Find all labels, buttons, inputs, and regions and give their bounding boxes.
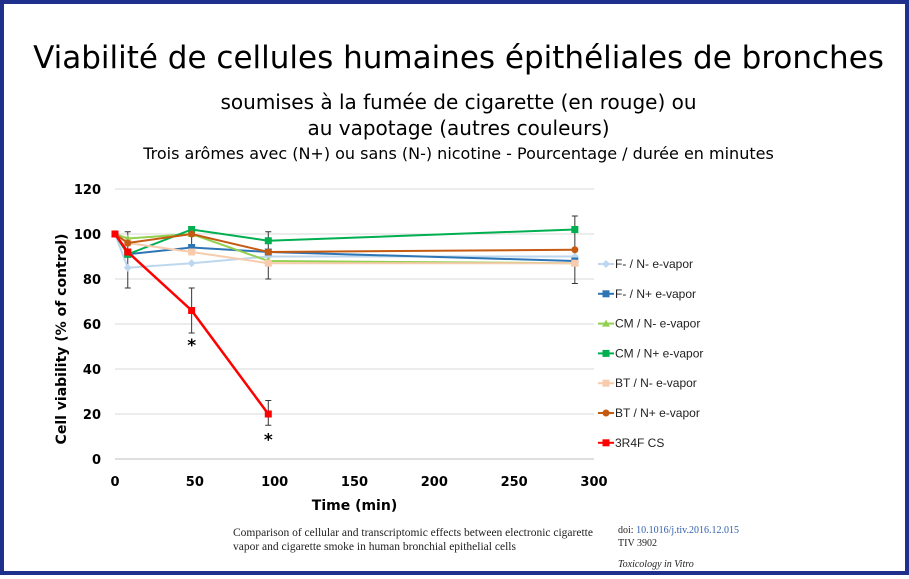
- y-tick-label: 0: [92, 453, 101, 468]
- y-tick-label: 60: [83, 318, 101, 333]
- series-line: [113, 233, 270, 415]
- subtitle-line-3: Trois arômes avec (N+) ou sans (N-) nico…: [143, 144, 774, 163]
- legend-label: F- / N- e-vapor: [615, 257, 693, 271]
- x-tick-label: 0: [110, 475, 119, 490]
- data-point: [571, 259, 579, 267]
- data-point: [188, 307, 196, 314]
- data-point: [264, 259, 272, 267]
- reference-doi-label: doi:: [618, 525, 634, 536]
- legend-swatch-marker: [602, 409, 610, 417]
- y-tick-label: 100: [74, 228, 101, 243]
- reference-title: Comparison of cellular and transcriptomi…: [233, 527, 593, 553]
- data-point: [571, 226, 579, 233]
- y-tick-label: 20: [83, 408, 101, 423]
- legend-label: BT / N- e-vapor: [615, 376, 697, 390]
- data-point: [124, 239, 132, 247]
- legend-label: CM / N- e-vapor: [615, 317, 700, 331]
- legend-swatch-marker: [602, 379, 610, 387]
- legend-label: F- / N+ e-vapor: [615, 287, 696, 301]
- y-tick-label: 80: [83, 273, 101, 288]
- data-point: [187, 259, 196, 268]
- data-point: [188, 226, 196, 233]
- y-tick-label: 120: [74, 183, 101, 198]
- legend-swatch-marker: [602, 349, 610, 357]
- data-point: [188, 230, 196, 238]
- data-point: [571, 246, 579, 254]
- y-axis-label: Cell viability (% of control): [54, 234, 70, 445]
- x-axis-label: Time (min): [312, 498, 397, 514]
- legend-swatch-marker: [602, 290, 610, 298]
- legend-label: CM / N+ e-vapor: [615, 346, 703, 360]
- reference-tiv: TIV 3902: [618, 538, 657, 549]
- x-tick-label: 250: [501, 475, 528, 490]
- x-tick-label: 300: [580, 475, 607, 490]
- data-point: [264, 237, 272, 245]
- data-point: [188, 248, 196, 256]
- x-tick-label: 100: [261, 475, 288, 490]
- reference-journal: Toxicology in Vitro: [618, 559, 694, 570]
- data-point: [264, 248, 272, 256]
- legend-swatch-marker: [602, 260, 610, 268]
- legend-label: BT / N+ e-vapor: [615, 406, 700, 420]
- subtitle-line-1: soumises à la fumée de cigarette (en rou…: [220, 90, 697, 114]
- reference-doi-link[interactable]: 10.1016/j.tiv.2016.12.015: [636, 525, 740, 536]
- data-point: [264, 410, 272, 418]
- x-tick-label: 150: [341, 475, 368, 490]
- data-point: [123, 263, 132, 272]
- significance-asterisk: *: [264, 431, 273, 451]
- data-point: [111, 230, 119, 238]
- x-tick-label: 200: [421, 475, 448, 490]
- significance-asterisk: *: [187, 336, 196, 356]
- subtitle-line-2: au vapotage (autres couleurs): [307, 116, 610, 140]
- data-point: [124, 248, 132, 256]
- legend-swatch-marker: [602, 319, 610, 327]
- slide-title: Viabilité de cellules humaines épithélia…: [33, 40, 884, 76]
- reference-doi: doi: 10.1016/j.tiv.2016.12.015: [618, 525, 739, 536]
- legend-label: 3R4F CS: [615, 436, 664, 450]
- data-point: [188, 244, 196, 251]
- x-tick-label: 50: [186, 475, 204, 490]
- viability-line-chart: 0 20 40 60 80 100 120 0 50 100 150 200 250 300 Time (m…: [54, 183, 703, 514]
- y-tick-label: 40: [83, 363, 101, 378]
- legend-swatch-marker: [602, 439, 610, 447]
